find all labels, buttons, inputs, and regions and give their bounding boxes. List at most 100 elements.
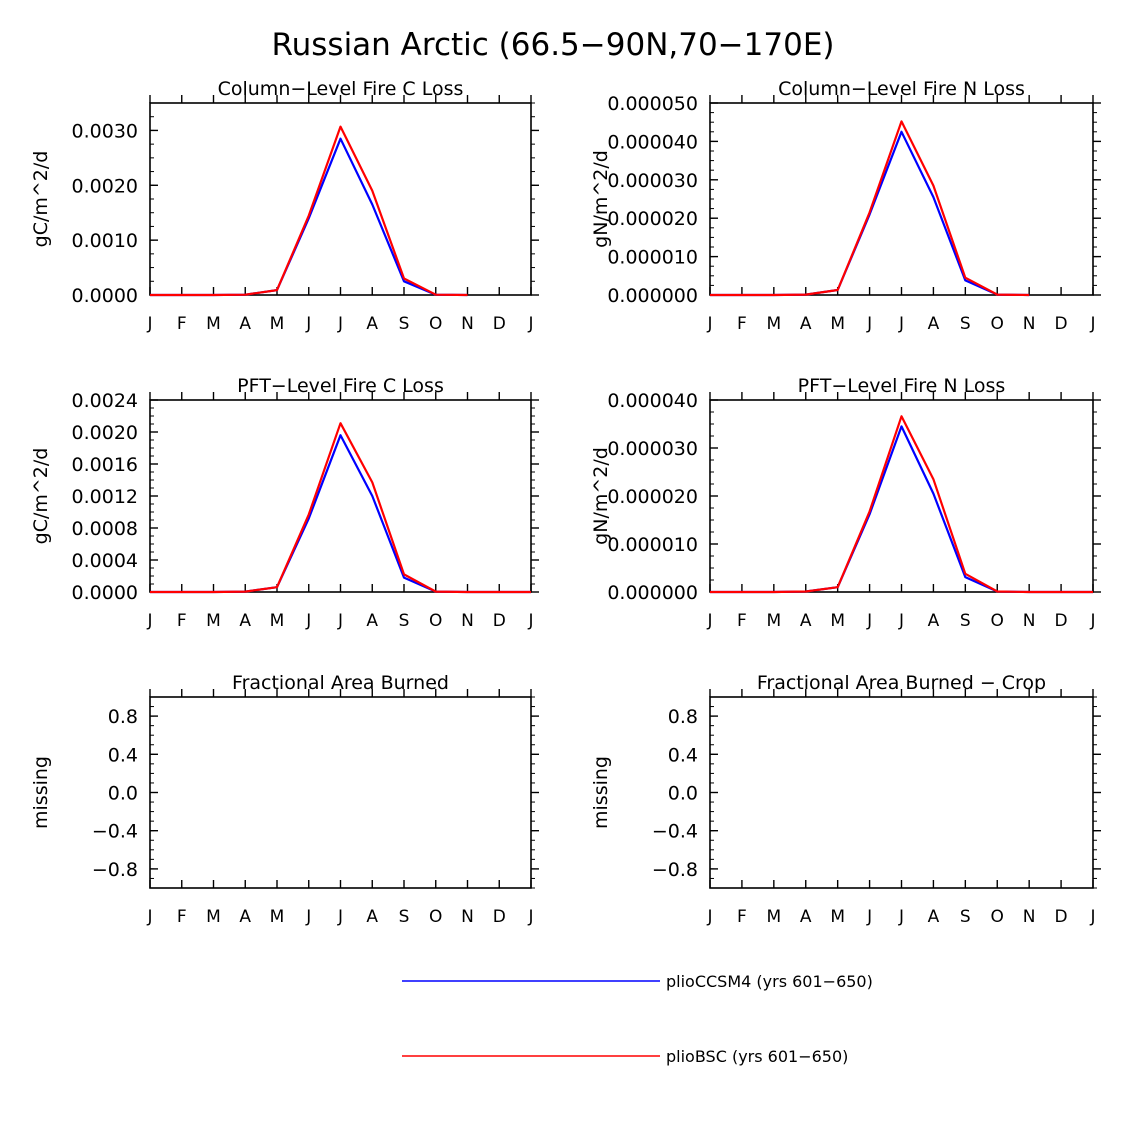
series-line-1 <box>150 434 531 594</box>
figure-title: Russian Arctic (66.5−90N,70−170E) <box>271 27 834 63</box>
legend: plioCCSM4 (yrs 601−650) plioBSC (yrs 601−… <box>402 972 873 1066</box>
series-line-2 <box>710 415 1093 594</box>
series-line-2 <box>150 125 468 297</box>
chart-panel-2: J F M A M J J A S O N D J0.0000000.0000100.0000200.0… <box>590 78 1101 334</box>
y-tick-label: 0.4 <box>668 744 698 766</box>
x-tick-label: J <box>527 907 533 927</box>
x-tick-label: J <box>898 907 904 927</box>
x-tick-label: J <box>706 314 712 334</box>
y-tick-label: 0.000000 <box>607 285 698 307</box>
chart-panel-4: J F M A M J J A S O N D J0.0000000.0000100.0000200.0… <box>590 375 1101 631</box>
x-tick-label: O <box>991 907 1004 927</box>
x-tick-label: D <box>493 314 506 334</box>
y-tick-label: 0.0010 <box>72 230 138 252</box>
panel-title: PFT−Level Fire N Loss <box>798 375 1006 397</box>
y-tick-label: 0.000040 <box>607 390 698 412</box>
x-tick-label: D <box>493 907 506 927</box>
y-axis-label: gC/m^2/d <box>30 151 52 248</box>
legend-label-2: plioBSC (yrs 601−650) <box>666 1047 848 1066</box>
legend-label-1: plioCCSM4 (yrs 601−650) <box>666 972 873 991</box>
x-tick-label: A <box>928 314 940 334</box>
x-tick-label: N <box>1023 611 1036 631</box>
y-axis-label: missing <box>30 756 52 829</box>
x-tick-label: N <box>461 907 474 927</box>
x-tick-label: F <box>737 907 747 927</box>
x-tick-label: J <box>146 314 152 334</box>
chart-panel-6: J F M A M J J A S O N D J−0.8−0.40.00.40.8Fractional… <box>590 672 1101 927</box>
x-tick-label: S <box>960 314 971 334</box>
y-tick-label: 0.000020 <box>607 208 698 230</box>
x-tick-label: D <box>1055 611 1068 631</box>
panel-title: Fractional Area Burned − Crop <box>757 672 1046 694</box>
series-line-2 <box>150 422 531 594</box>
y-tick-label: 0.000010 <box>607 534 698 556</box>
y-tick-label: 0.0016 <box>72 454 138 476</box>
x-tick-label: M <box>766 907 781 927</box>
x-tick-label: J <box>866 611 872 631</box>
x-tick-label: J <box>527 314 533 334</box>
x-tick-label: N <box>461 314 474 334</box>
x-tick-label: D <box>493 611 506 631</box>
y-tick-label: 0.0 <box>668 783 698 805</box>
plot-frame <box>149 399 532 593</box>
y-tick-label: 0.000010 <box>607 247 698 269</box>
x-tick-label: M <box>206 314 221 334</box>
y-tick-label: 0.0 <box>108 783 138 805</box>
y-tick-label: 0.000030 <box>607 170 698 192</box>
x-tick-label: J <box>146 611 152 631</box>
y-tick-label: 0.000030 <box>607 438 698 460</box>
x-tick-label: J <box>866 314 872 334</box>
x-tick-label: O <box>429 611 442 631</box>
y-tick-label: 0.0030 <box>72 120 138 142</box>
x-tick-label: N <box>1023 907 1036 927</box>
x-tick-label: S <box>960 907 971 927</box>
y-axis-label: gC/m^2/d <box>30 448 52 545</box>
chart-panel-1: J F M A M J J A S O N D J0.00000.00100.00200.0030Col… <box>30 78 539 334</box>
x-tick-label: O <box>429 907 442 927</box>
chart-panel-3: J F M A M J J A S O N D J0.00000.00040.00080.00120.0… <box>30 375 539 631</box>
x-tick-label: M <box>766 611 781 631</box>
x-tick-label: A <box>239 314 251 334</box>
x-tick-label: M <box>270 611 285 631</box>
panel-title: Fractional Area Burned <box>232 672 449 694</box>
y-tick-label: 0.000000 <box>607 582 698 604</box>
x-tick-label: J <box>337 314 343 334</box>
y-tick-label: 0.000040 <box>607 131 698 153</box>
x-tick-label: A <box>928 907 940 927</box>
x-tick-label: F <box>177 314 187 334</box>
y-tick-label: 0.000020 <box>607 486 698 508</box>
plot-frame <box>149 102 532 296</box>
y-tick-label: 0.0004 <box>72 550 138 572</box>
x-tick-label: J <box>898 314 904 334</box>
x-tick-label: A <box>239 907 251 927</box>
y-tick-label: −0.8 <box>92 859 138 881</box>
y-tick-label: 0.0000 <box>72 582 138 604</box>
y-tick-label: 0.0008 <box>72 518 138 540</box>
x-tick-label: M <box>206 907 221 927</box>
x-tick-label: J <box>706 611 712 631</box>
y-axis-label: gN/m^2/d <box>590 150 612 248</box>
x-tick-label: A <box>800 611 812 631</box>
x-tick-label: A <box>800 314 812 334</box>
x-tick-label: M <box>270 314 285 334</box>
x-tick-label: A <box>800 907 812 927</box>
y-tick-label: 0.8 <box>108 706 138 728</box>
x-tick-label: J <box>866 907 872 927</box>
x-tick-label: D <box>1055 907 1068 927</box>
x-tick-label: A <box>366 907 378 927</box>
x-tick-label: A <box>366 611 378 631</box>
y-axis-label: gN/m^2/d <box>590 447 612 545</box>
x-tick-label: J <box>305 907 311 927</box>
y-tick-label: 0.8 <box>668 706 698 728</box>
panel-title: PFT−Level Fire C Loss <box>237 375 444 397</box>
x-tick-label: M <box>766 314 781 334</box>
x-tick-label: J <box>337 611 343 631</box>
y-tick-label: 0.0020 <box>72 175 138 197</box>
x-tick-label: J <box>337 907 343 927</box>
x-tick-label: O <box>991 314 1004 334</box>
x-tick-label: S <box>399 907 410 927</box>
x-tick-label: D <box>1055 314 1068 334</box>
x-tick-label: J <box>1089 314 1095 334</box>
x-tick-label: J <box>898 611 904 631</box>
